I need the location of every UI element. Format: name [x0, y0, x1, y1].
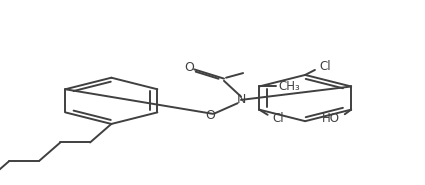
Text: Cl: Cl	[272, 112, 283, 125]
Text: O: O	[205, 110, 215, 122]
Text: N: N	[236, 93, 246, 106]
Text: HO: HO	[322, 112, 340, 125]
Text: O: O	[184, 61, 194, 74]
Text: CH₃: CH₃	[278, 80, 300, 93]
Text: Cl: Cl	[319, 60, 331, 73]
